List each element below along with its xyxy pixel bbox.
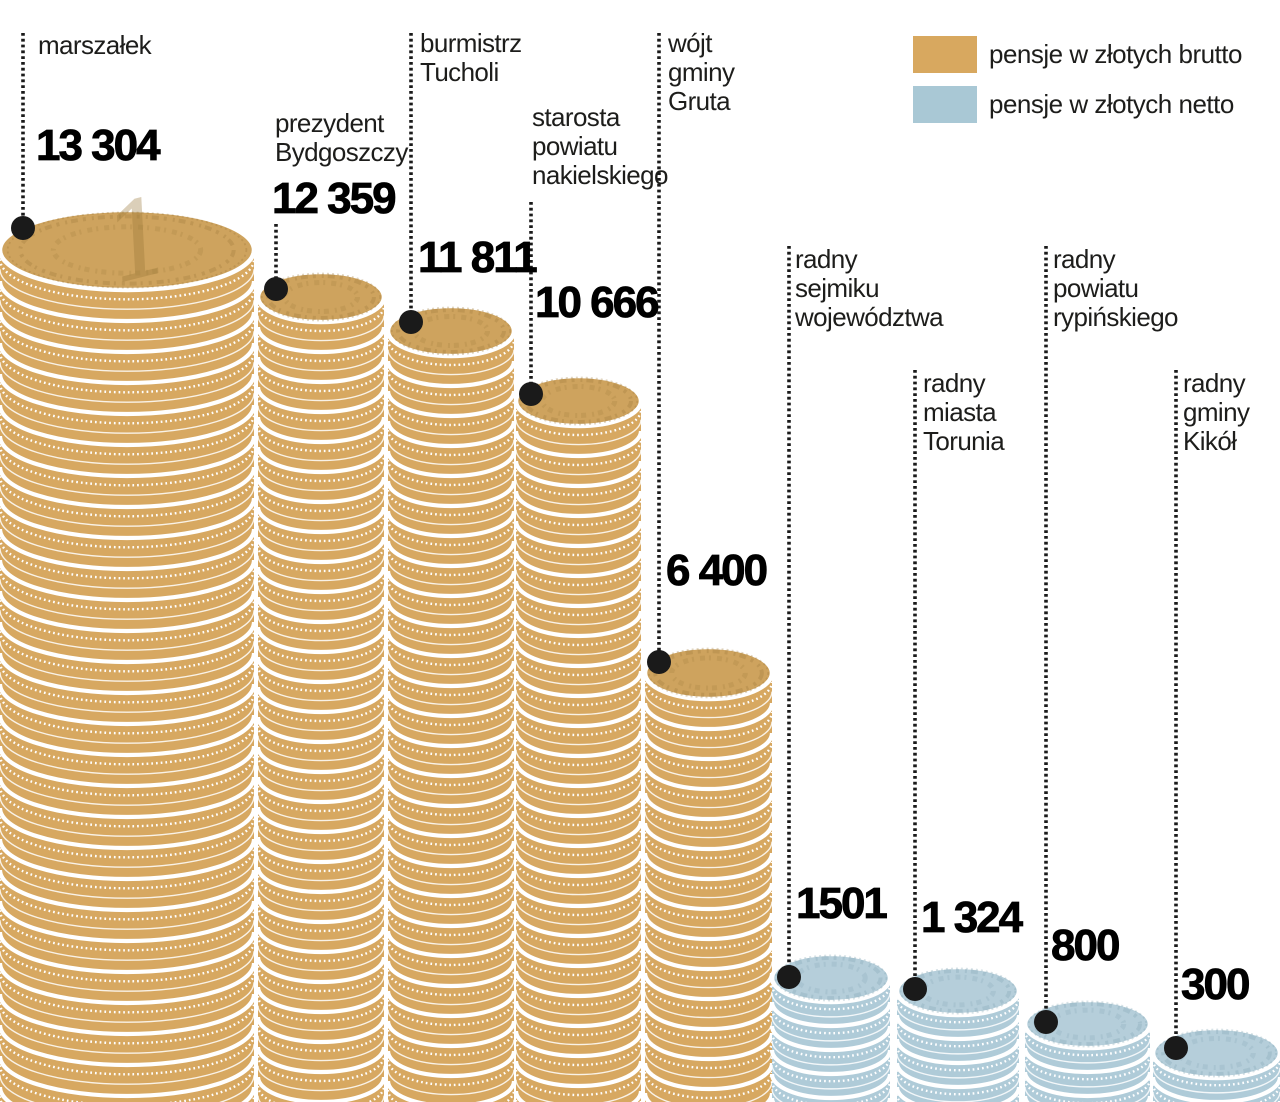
coin-stack-4 xyxy=(513,373,644,1102)
legend-swatch-netto xyxy=(913,86,977,123)
legend: pensje w złotych brutto pensje w złotych… xyxy=(913,36,1242,136)
coin-stack-6 xyxy=(769,951,893,1102)
marker-dot-5 xyxy=(647,650,671,674)
marker-dot-3 xyxy=(399,310,423,334)
coin-stack-3 xyxy=(385,303,517,1102)
coin-face xyxy=(894,964,1022,1018)
coin-stack-1: 1 xyxy=(0,174,257,1102)
marker-dot-9 xyxy=(1164,1036,1188,1060)
legend-label-netto: pensje w złotych netto xyxy=(989,89,1234,119)
marker-dot-7 xyxy=(903,977,927,1001)
marker-dot-2 xyxy=(264,277,288,301)
coin-face xyxy=(769,951,893,1005)
coin-stack-5 xyxy=(642,644,775,1102)
marker-dot-8 xyxy=(1034,1010,1058,1034)
coin-face xyxy=(255,269,387,325)
coin-face xyxy=(1022,997,1153,1051)
marker-dot-1 xyxy=(11,216,35,240)
marker-dot-6 xyxy=(777,965,801,989)
coin-stack-2 xyxy=(255,269,387,1102)
legend-item-netto: pensje w złotych netto xyxy=(913,86,1242,123)
coin-face xyxy=(0,207,257,293)
coin-face xyxy=(642,644,775,702)
legend-label-brutto: pensje w złotych brutto xyxy=(989,39,1242,69)
coin-stack-7 xyxy=(894,964,1022,1102)
coin-stack-8 xyxy=(1022,997,1153,1102)
marker-dot-4 xyxy=(519,382,543,406)
legend-swatch-brutto xyxy=(913,36,977,73)
coin-face xyxy=(513,373,644,429)
legend-item-brutto: pensje w złotych brutto xyxy=(913,36,1242,73)
